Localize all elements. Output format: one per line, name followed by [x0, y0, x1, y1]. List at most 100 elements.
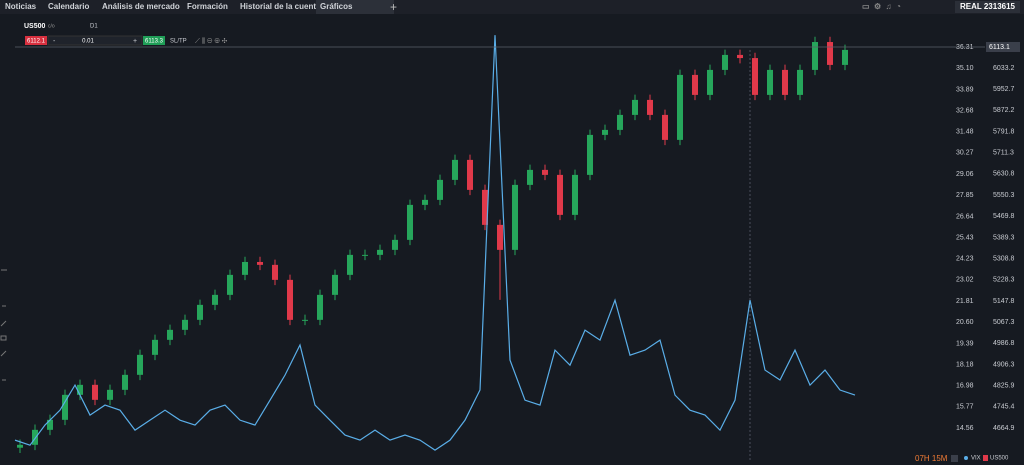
legend-marker	[964, 456, 968, 460]
y-tick-label: 4745.4	[993, 404, 1015, 411]
candle-body	[377, 249, 383, 255]
account[interactable]: REAL 2313615	[955, 1, 1020, 13]
y-tick-label: 5228.3	[993, 277, 1015, 284]
candle-body	[92, 384, 98, 400]
y2-tick-label: 19.39	[956, 340, 974, 347]
candle-body	[392, 239, 398, 250]
volume-box[interactable]	[47, 35, 143, 46]
y2-tick-label: 15.77	[956, 404, 974, 411]
candle-body	[17, 444, 23, 448]
candle-body	[452, 159, 458, 180]
candle-body	[242, 261, 248, 275]
candle-body	[257, 261, 263, 265]
candle-body	[422, 199, 428, 205]
y2-tick-label: 25.43	[956, 234, 974, 241]
price-box	[986, 41, 1020, 52]
candle-body	[212, 294, 218, 305]
candle-body	[632, 99, 638, 115]
y-tick-label: 5550.3	[993, 192, 1015, 199]
candle-body	[47, 419, 53, 430]
candle-body	[527, 169, 533, 185]
y2-tick-label: 18.18	[956, 361, 974, 368]
countdown: 07H 15M	[915, 454, 948, 463]
candle-body	[287, 279, 293, 320]
chart: US500 c/o D1 6112.1 - 0.01 + 6113.3 SL/T…	[0, 23, 1024, 465]
tab[interactable]: Historial de la cuenta	[240, 2, 321, 11]
volume[interactable]: 0.01	[82, 39, 94, 45]
y-tick-label: 4986.8	[993, 340, 1015, 347]
candle-body	[197, 304, 203, 320]
candle-body	[137, 354, 143, 375]
legend-toggle[interactable]	[951, 455, 958, 462]
candle-body	[497, 224, 503, 250]
y-tick-label: 5389.3	[993, 234, 1015, 241]
add-tab[interactable]: +	[390, 0, 398, 14]
legend-label: US500	[990, 456, 1009, 462]
legend-marker	[983, 455, 988, 461]
y2-tick-label: 14.56	[956, 425, 974, 432]
y2-tick-label: 32.68	[956, 108, 974, 115]
candle-body	[122, 374, 128, 390]
candle-body	[557, 174, 563, 215]
candle-body	[812, 42, 818, 70]
tab[interactable]: Formación	[187, 2, 228, 11]
y-tick-label: 5711.3	[993, 150, 1014, 157]
candle-body	[482, 189, 488, 225]
candle-body	[407, 204, 413, 240]
candle-body	[32, 429, 38, 445]
plus[interactable]: +	[133, 38, 137, 45]
sell-button[interactable]	[25, 36, 47, 45]
sell-price[interactable]: 6112.1	[27, 39, 46, 45]
candle-body	[227, 274, 233, 295]
y2-tick-label: 29.06	[956, 171, 974, 178]
y-tick-label: 4664.9	[993, 425, 1015, 432]
top-bar: Noticias Calendario Análisis de mercado …	[0, 0, 1024, 14]
candle-body	[167, 329, 173, 340]
y2-tick-label: 35.10	[956, 65, 974, 72]
y-tick-label: 5067.3	[993, 319, 1015, 326]
candle-body	[332, 274, 338, 295]
tab[interactable]: Noticias	[5, 2, 37, 11]
candle-body	[317, 294, 323, 320]
y2-tick-label: 36.31	[956, 44, 974, 51]
y2-tick-label: 20.60	[956, 319, 974, 326]
candle-body	[467, 159, 473, 190]
left-toolbar	[0, 269, 7, 381]
candle-body	[182, 319, 188, 330]
candle-body	[767, 69, 773, 95]
y-tick-label: 4825.9	[993, 382, 1015, 389]
candle-body	[797, 69, 803, 95]
candle-body	[722, 54, 728, 70]
candle-body	[302, 319, 308, 321]
candle-body	[782, 69, 788, 95]
y2-tick-label: 31.48	[956, 129, 974, 136]
icons[interactable]: ▭ ⚙ ♫ ◔	[862, 2, 901, 11]
sltp[interactable]: SL/TP	[170, 39, 187, 45]
candle-body	[542, 169, 548, 175]
tab[interactable]: Análisis de mercado	[102, 2, 180, 11]
tab-active[interactable]: Gráficos	[316, 0, 394, 14]
tab[interactable]: Calendario	[48, 2, 90, 11]
y2-tick-label: 24.23	[956, 256, 974, 263]
candle-body	[617, 114, 623, 130]
candle-body	[77, 384, 83, 395]
timeframe[interactable]: D1	[90, 24, 98, 30]
symbol[interactable]: US500	[24, 23, 46, 30]
y2-tick-label: 26.64	[956, 213, 974, 220]
candle-body	[362, 254, 368, 256]
buy-button[interactable]	[143, 36, 165, 45]
buy-price[interactable]: 6113.3	[145, 39, 164, 45]
y-tick-label: 5952.7	[993, 86, 1015, 93]
y-tick-label: 5630.8	[993, 171, 1015, 178]
vix-line	[14, 35, 856, 451]
candle-body	[572, 174, 578, 215]
candle-body	[842, 49, 848, 65]
candle-body	[62, 394, 68, 420]
y2-tick-label: 27.85	[956, 192, 974, 199]
minus[interactable]: -	[53, 38, 56, 45]
chart-tools[interactable]: ⟋ ⫼ ⊖ ⊕ ✣	[195, 37, 228, 45]
candle-body	[752, 58, 758, 95]
y-tick-label: 5791.8	[993, 128, 1015, 135]
y2-tick-label: 21.81	[956, 298, 974, 305]
